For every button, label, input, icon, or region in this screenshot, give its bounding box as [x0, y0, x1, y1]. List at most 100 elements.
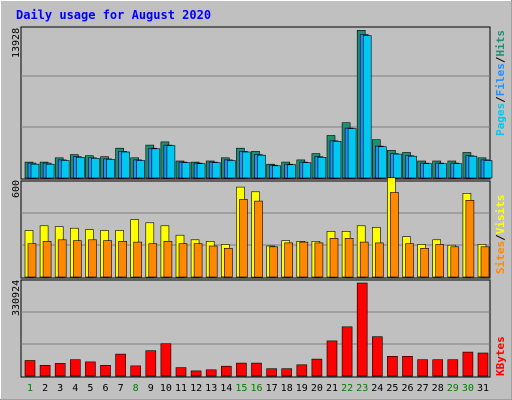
x-tick-label-5: 5	[87, 383, 93, 394]
bar-sites-day-13	[208, 245, 218, 278]
x-tick-label-31: 31	[477, 383, 489, 394]
bar-pages-day-11	[181, 162, 191, 179]
bar-kbytes-day-6	[100, 364, 111, 377]
bar-kbytes-day-12	[190, 370, 202, 377]
bar-pages-day-21	[332, 141, 342, 179]
bar-sites-day-30	[465, 200, 475, 278]
bar-pages-day-5	[91, 158, 100, 179]
bar-sites-day-10	[163, 241, 173, 278]
chart-title: Daily usage for August 2020	[16, 8, 211, 22]
panel-kbytes-max-label: 330924	[11, 280, 22, 316]
bar-sites-day-17	[269, 246, 278, 278]
bar-pages-day-15	[242, 151, 251, 179]
bar-sites-day-4	[73, 240, 82, 278]
bar-kbytes-day-7	[115, 353, 126, 377]
bar-pages-day-10	[166, 145, 176, 179]
bar-sites-day-31	[480, 246, 490, 278]
bar-pages-day-14	[227, 160, 236, 179]
x-tick-label-18: 18	[281, 383, 293, 394]
x-tick-label-25: 25	[386, 383, 398, 394]
x-tick-label-4: 4	[72, 383, 78, 394]
x-tick-label-23: 23	[356, 383, 368, 394]
bar-pages-day-19	[302, 162, 312, 179]
bar-kbytes-day-1	[24, 360, 36, 377]
bar-kbytes-day-5	[85, 361, 96, 377]
bar-sites-day-12	[193, 243, 203, 278]
x-tick-label-2: 2	[42, 383, 48, 394]
bar-sites-day-22	[344, 238, 354, 278]
bar-kbytes-day-14	[221, 365, 232, 377]
legend-sep-3: /	[494, 234, 507, 241]
x-tick-label-19: 19	[296, 383, 308, 394]
legend-hits-files-pages: Pages/Files/Hits	[494, 30, 507, 136]
bar-sites-day-11	[178, 243, 188, 278]
bar-sites-day-23	[359, 241, 369, 278]
bar-pages-day-26	[408, 155, 417, 179]
x-tick-label-7: 7	[118, 383, 124, 394]
bar-pages-day-2	[45, 163, 55, 179]
legend-visits: Visits	[494, 195, 507, 235]
bar-kbytes-day-20	[311, 358, 323, 377]
bar-sites-day-5	[88, 239, 97, 278]
bar-pages-day-29	[453, 163, 463, 179]
bar-pages-day-4	[76, 157, 85, 179]
x-tick-label-6: 6	[102, 383, 108, 394]
bar-kbytes-day-2	[39, 364, 51, 377]
bar-kbytes-day-25	[387, 355, 398, 377]
bar-pages-day-7	[121, 151, 130, 179]
x-tick-label-9: 9	[148, 383, 154, 394]
bar-sites-day-1	[27, 243, 37, 278]
bar-pages-day-12	[196, 163, 206, 179]
bar-kbytes-day-26	[402, 355, 413, 377]
bar-kbytes-day-4	[70, 359, 81, 377]
bar-pages-day-23	[362, 35, 372, 179]
bar-pages-day-18	[287, 164, 297, 179]
x-tick-label-3: 3	[57, 383, 63, 394]
bar-pages-day-17	[272, 165, 281, 179]
bar-kbytes-day-23	[356, 282, 368, 377]
bar-sites-day-18	[284, 242, 294, 278]
bar-kbytes-day-16	[251, 362, 262, 377]
bar-sites-day-29	[450, 246, 460, 278]
bar-pages-day-24	[377, 146, 387, 179]
bar-sites-day-14	[224, 248, 233, 278]
bar-sites-day-7	[118, 241, 127, 278]
legend-hits: Hits	[494, 30, 507, 57]
bar-sites-day-27	[420, 248, 429, 278]
bar-sites-day-8	[133, 241, 142, 278]
bar-sites-day-24	[374, 242, 384, 278]
bar-kbytes-day-27	[417, 359, 428, 377]
bar-pages-day-27	[423, 163, 432, 179]
legend-sep-2: /	[494, 56, 507, 63]
x-tick-label-10: 10	[160, 383, 172, 394]
bar-pages-day-22	[347, 128, 357, 179]
bar-sites-day-6	[103, 240, 112, 278]
x-tick-label-29: 29	[447, 383, 459, 394]
bar-pages-day-1	[30, 163, 40, 179]
bar-pages-day-3	[60, 160, 70, 179]
x-tick-label-16: 16	[250, 383, 262, 394]
x-tick-label-26: 26	[401, 383, 413, 394]
bar-sites-day-26	[405, 243, 414, 278]
x-tick-label-8: 8	[133, 383, 139, 394]
bar-sites-day-25	[390, 192, 399, 278]
bar-kbytes-day-21	[326, 340, 338, 377]
bar-sites-day-21	[329, 238, 339, 278]
bar-kbytes-day-3	[54, 363, 66, 377]
bar-kbytes-day-19	[296, 364, 308, 377]
bar-pages-day-20	[317, 157, 327, 179]
x-tick-label-22: 22	[341, 383, 353, 394]
bar-sites-day-28	[435, 244, 445, 278]
bar-pages-day-13	[211, 162, 221, 179]
legend-kbytes: KBytes	[494, 336, 507, 376]
bar-kbytes-day-8	[130, 365, 141, 377]
bar-kbytes-day-17	[266, 368, 277, 377]
bar-sites-day-9	[148, 243, 158, 278]
bar-kbytes-day-15	[236, 362, 247, 377]
bar-kbytes-day-18	[281, 368, 293, 377]
x-tick-label-17: 17	[266, 383, 278, 394]
bar-kbytes-day-22	[341, 326, 353, 377]
bar-sites-day-16	[254, 200, 263, 278]
legend-files: Files	[494, 63, 507, 96]
